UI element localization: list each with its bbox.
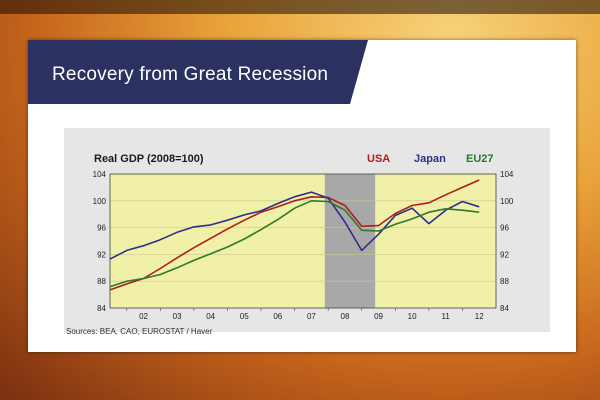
x-tick-label: 11: [441, 312, 450, 321]
plot-area: [110, 174, 496, 308]
x-tick-label: 04: [206, 312, 215, 321]
y-tick-label-left: 84: [97, 304, 106, 313]
x-tick-label: 02: [139, 312, 148, 321]
x-tick-label: 09: [374, 312, 383, 321]
x-tick-label: 08: [341, 312, 350, 321]
presentation-slide: Recovery from Great Recession 84 84 88 88 92…: [28, 40, 576, 352]
screen-top-edge: [0, 0, 600, 14]
y-tick-label-left: 96: [97, 224, 106, 233]
source-note: Sources: BEA, CAO, EUROSTAT / Haver: [66, 327, 213, 336]
plot-frame: [109, 173, 497, 309]
gdp-line-chart: 84 84 88 88 92 92 96 96 100 100 104 104 02 03 04 05 06 07…: [93, 153, 514, 321]
x-tick-label: 03: [173, 312, 182, 321]
title-bar: Recovery from Great Recession: [28, 40, 368, 104]
y-tick-label-right: 92: [500, 250, 509, 259]
y-tick-label-left: 100: [93, 197, 107, 206]
series-line-usa: [109, 179, 480, 291]
y-tick-label-right: 104: [500, 170, 514, 179]
series-line-eu27: [109, 200, 480, 288]
y-tick-label-left: 104: [93, 170, 107, 179]
y-tick-label-right: 84: [500, 304, 509, 313]
y-tick-label-right: 96: [500, 224, 509, 233]
y-tick-label-left: 88: [97, 277, 106, 286]
slide-title: Recovery from Great Recession: [52, 64, 329, 85]
y-tick-label-right: 100: [500, 197, 514, 206]
series-line-japan: [109, 191, 480, 260]
legend-entry-usa: USA: [367, 153, 390, 165]
legend-entry-eu27: EU27: [466, 153, 494, 165]
legend-entry-japan: Japan: [414, 153, 446, 165]
x-tick-label: 05: [240, 312, 249, 321]
y-tick-label-right: 88: [500, 277, 509, 286]
x-tick-label: 12: [475, 312, 484, 321]
chart-title: Real GDP (2008=100): [94, 153, 204, 165]
y-tick-label-left: 92: [97, 250, 106, 259]
recession-shade: [324, 174, 376, 308]
x-tick-label: 10: [408, 312, 417, 321]
x-tick-label: 07: [307, 312, 316, 321]
chart-panel: 84 84 88 88 92 92 96 96 100 100 104 104 02 03 04 05 06 07…: [64, 128, 550, 332]
x-tick-label: 06: [273, 312, 282, 321]
